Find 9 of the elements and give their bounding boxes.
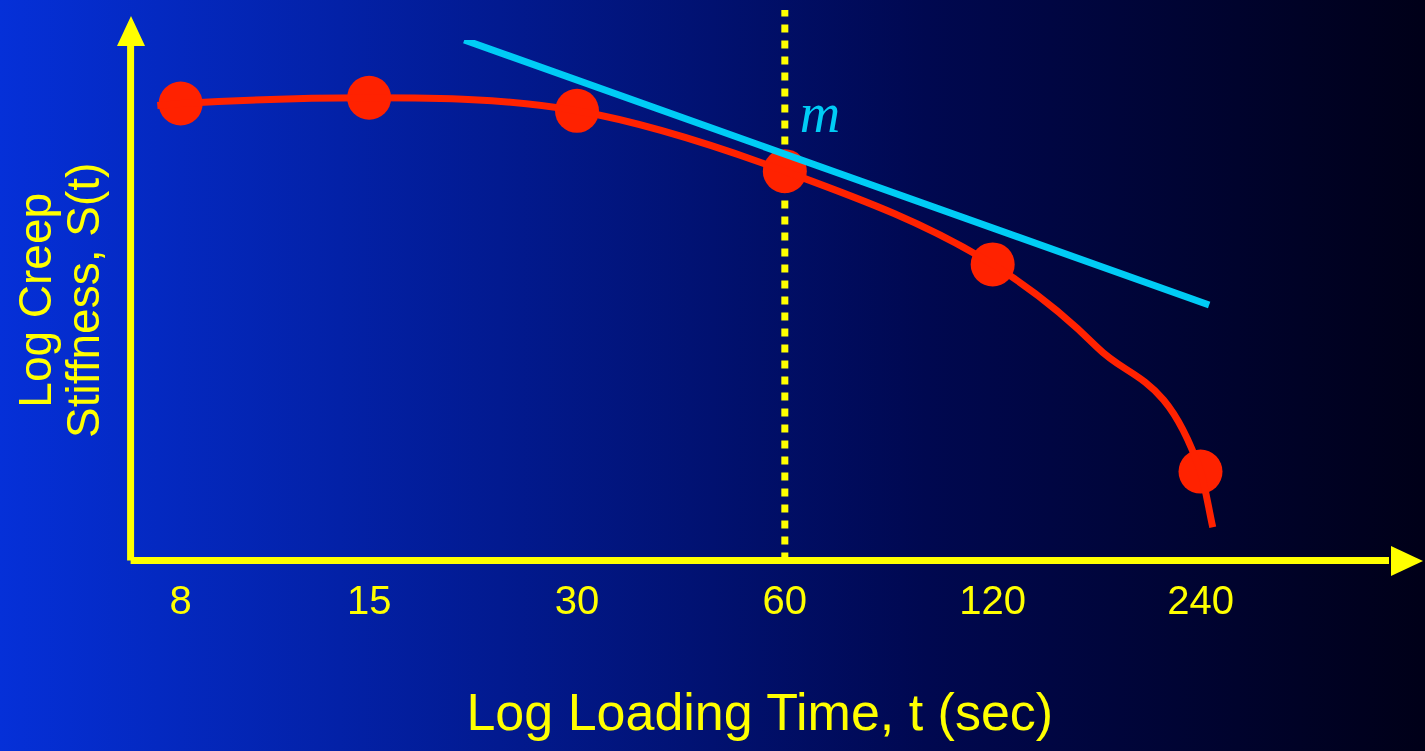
x-tick-label: 30 — [554, 577, 600, 622]
x-tick-label: 8 — [169, 577, 192, 622]
x-axis-title: Log Loading Time, t (sec) — [466, 683, 1054, 742]
x-tick-label: 120 — [959, 577, 1027, 622]
y-axis-title: Log Creep Stiffness, S(t) — [8, 162, 110, 438]
x-tick-label: 60 — [762, 577, 808, 622]
x-tick-label: 240 — [1167, 577, 1234, 622]
x-tick-label: 15 — [346, 577, 392, 622]
annotation: m — [799, 82, 841, 144]
